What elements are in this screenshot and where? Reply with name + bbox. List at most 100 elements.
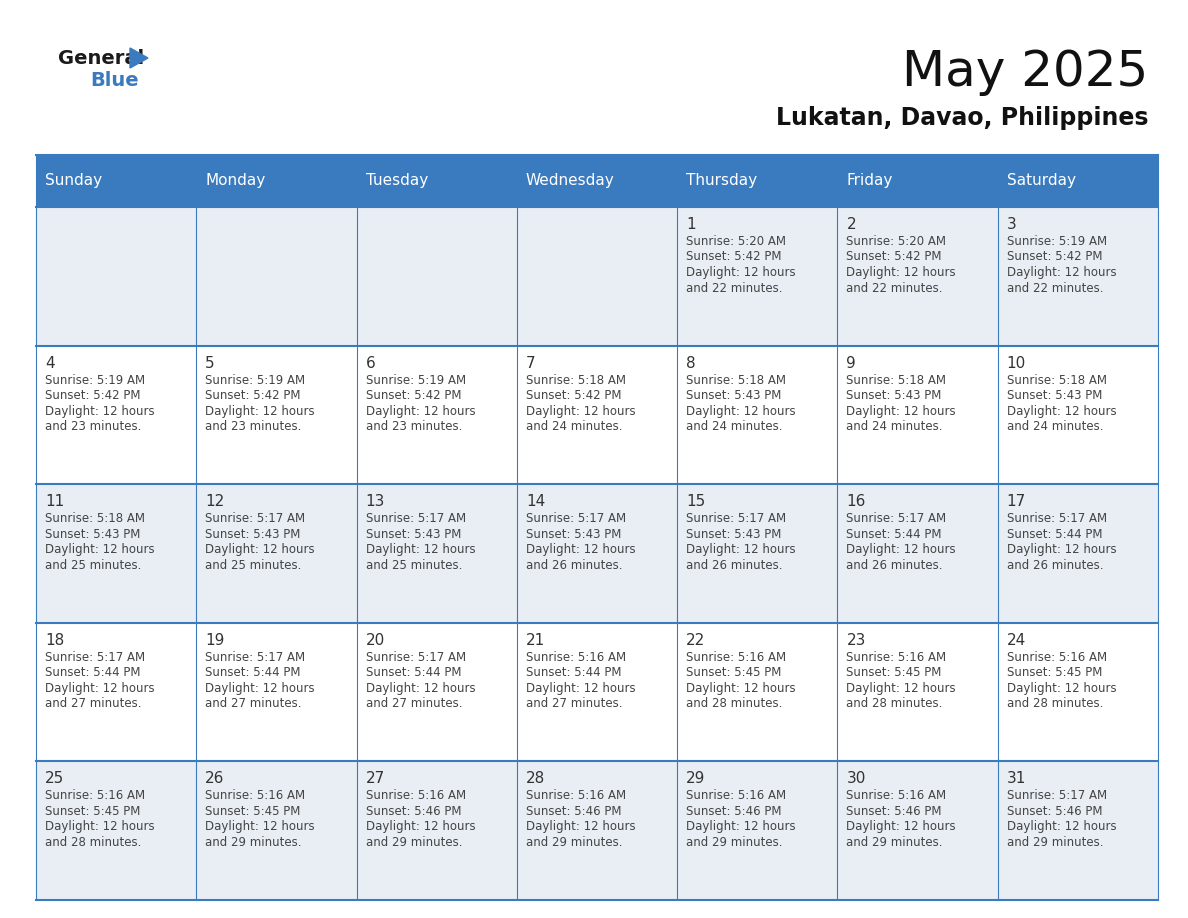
Text: Sunrise: 5:17 AM: Sunrise: 5:17 AM [45, 651, 145, 664]
Text: Daylight: 12 hours: Daylight: 12 hours [846, 266, 956, 279]
Text: Sunset: 5:43 PM: Sunset: 5:43 PM [846, 389, 942, 402]
Text: Sunrise: 5:17 AM: Sunrise: 5:17 AM [1006, 789, 1107, 802]
Text: Daylight: 12 hours: Daylight: 12 hours [526, 405, 636, 418]
Text: Sunset: 5:46 PM: Sunset: 5:46 PM [366, 805, 461, 818]
Text: Sunset: 5:43 PM: Sunset: 5:43 PM [526, 528, 621, 541]
Text: 28: 28 [526, 771, 545, 787]
Text: Daylight: 12 hours: Daylight: 12 hours [687, 266, 796, 279]
Text: Monday: Monday [206, 174, 266, 188]
Bar [677, 484, 838, 622]
Text: 26: 26 [206, 771, 225, 787]
Text: 31: 31 [1006, 771, 1026, 787]
Bar [677, 622, 838, 761]
Text: Blue: Blue [90, 71, 139, 89]
Text: Daylight: 12 hours: Daylight: 12 hours [687, 543, 796, 556]
Text: Daylight: 12 hours: Daylight: 12 hours [366, 405, 475, 418]
Text: Daylight: 12 hours: Daylight: 12 hours [1006, 266, 1117, 279]
Text: and 23 minutes.: and 23 minutes. [206, 420, 302, 433]
Bar [677, 155, 838, 207]
Text: General: General [58, 49, 144, 68]
Text: Sunset: 5:45 PM: Sunset: 5:45 PM [687, 666, 782, 679]
Text: Sunset: 5:45 PM: Sunset: 5:45 PM [1006, 666, 1102, 679]
Text: and 25 minutes.: and 25 minutes. [45, 559, 141, 572]
Bar [677, 345, 838, 484]
Text: Sunset: 5:42 PM: Sunset: 5:42 PM [687, 251, 782, 263]
Text: 23: 23 [846, 633, 866, 648]
Bar [36, 622, 196, 761]
Text: and 28 minutes.: and 28 minutes. [687, 698, 783, 711]
Text: Sunset: 5:44 PM: Sunset: 5:44 PM [366, 666, 461, 679]
Text: Sunset: 5:43 PM: Sunset: 5:43 PM [687, 389, 782, 402]
Text: Sunday: Sunday [45, 174, 102, 188]
Text: Sunrise: 5:16 AM: Sunrise: 5:16 AM [526, 789, 626, 802]
Bar [998, 622, 1158, 761]
Text: Sunset: 5:46 PM: Sunset: 5:46 PM [687, 805, 782, 818]
Text: and 24 minutes.: and 24 minutes. [846, 420, 943, 433]
Text: Sunrise: 5:17 AM: Sunrise: 5:17 AM [366, 651, 466, 664]
Text: Daylight: 12 hours: Daylight: 12 hours [45, 821, 154, 834]
Bar [36, 345, 196, 484]
Bar [356, 622, 517, 761]
Text: Daylight: 12 hours: Daylight: 12 hours [206, 405, 315, 418]
Bar [838, 484, 998, 622]
Bar [838, 207, 998, 345]
Text: Sunset: 5:42 PM: Sunset: 5:42 PM [526, 389, 621, 402]
Text: Sunset: 5:43 PM: Sunset: 5:43 PM [687, 528, 782, 541]
Text: and 27 minutes.: and 27 minutes. [206, 698, 302, 711]
Text: 24: 24 [1006, 633, 1026, 648]
Text: and 27 minutes.: and 27 minutes. [366, 698, 462, 711]
Text: Thursday: Thursday [687, 174, 757, 188]
Text: and 26 minutes.: and 26 minutes. [846, 559, 943, 572]
Text: Daylight: 12 hours: Daylight: 12 hours [1006, 821, 1117, 834]
Text: Daylight: 12 hours: Daylight: 12 hours [846, 682, 956, 695]
Text: 30: 30 [846, 771, 866, 787]
Text: Daylight: 12 hours: Daylight: 12 hours [366, 682, 475, 695]
Text: and 28 minutes.: and 28 minutes. [1006, 698, 1104, 711]
Text: and 27 minutes.: and 27 minutes. [45, 698, 141, 711]
Text: Sunrise: 5:19 AM: Sunrise: 5:19 AM [45, 374, 145, 386]
Text: Sunrise: 5:16 AM: Sunrise: 5:16 AM [206, 789, 305, 802]
Text: 18: 18 [45, 633, 64, 648]
Text: Sunset: 5:42 PM: Sunset: 5:42 PM [846, 251, 942, 263]
Text: and 25 minutes.: and 25 minutes. [206, 559, 302, 572]
Text: Sunrise: 5:16 AM: Sunrise: 5:16 AM [1006, 651, 1107, 664]
Text: Sunrise: 5:16 AM: Sunrise: 5:16 AM [687, 651, 786, 664]
Text: Sunset: 5:43 PM: Sunset: 5:43 PM [45, 528, 140, 541]
Text: Sunset: 5:42 PM: Sunset: 5:42 PM [206, 389, 301, 402]
Text: Sunset: 5:44 PM: Sunset: 5:44 PM [206, 666, 301, 679]
Text: Daylight: 12 hours: Daylight: 12 hours [526, 543, 636, 556]
Text: Sunset: 5:43 PM: Sunset: 5:43 PM [1006, 389, 1102, 402]
Text: Daylight: 12 hours: Daylight: 12 hours [45, 543, 154, 556]
Text: Daylight: 12 hours: Daylight: 12 hours [687, 405, 796, 418]
Bar [517, 155, 677, 207]
Text: Lukatan, Davao, Philippines: Lukatan, Davao, Philippines [776, 106, 1148, 130]
Text: and 29 minutes.: and 29 minutes. [526, 836, 623, 849]
Text: Daylight: 12 hours: Daylight: 12 hours [846, 405, 956, 418]
Text: 9: 9 [846, 355, 857, 371]
Text: Sunrise: 5:18 AM: Sunrise: 5:18 AM [846, 374, 947, 386]
Text: 16: 16 [846, 494, 866, 509]
Bar [998, 207, 1158, 345]
Bar [356, 484, 517, 622]
Text: and 29 minutes.: and 29 minutes. [687, 836, 783, 849]
Text: 2: 2 [846, 217, 857, 232]
Text: 27: 27 [366, 771, 385, 787]
Text: and 24 minutes.: and 24 minutes. [526, 420, 623, 433]
Text: Sunrise: 5:16 AM: Sunrise: 5:16 AM [846, 789, 947, 802]
Text: Sunrise: 5:20 AM: Sunrise: 5:20 AM [846, 235, 947, 248]
Text: 6: 6 [366, 355, 375, 371]
Bar [36, 207, 196, 345]
Text: 5: 5 [206, 355, 215, 371]
Bar [838, 345, 998, 484]
Text: and 24 minutes.: and 24 minutes. [1006, 420, 1104, 433]
Text: 13: 13 [366, 494, 385, 509]
Text: and 29 minutes.: and 29 minutes. [846, 836, 943, 849]
Text: Sunrise: 5:20 AM: Sunrise: 5:20 AM [687, 235, 786, 248]
Text: Sunset: 5:42 PM: Sunset: 5:42 PM [1006, 251, 1102, 263]
Text: Daylight: 12 hours: Daylight: 12 hours [206, 682, 315, 695]
Text: Daylight: 12 hours: Daylight: 12 hours [687, 821, 796, 834]
Bar [356, 345, 517, 484]
Text: Sunset: 5:46 PM: Sunset: 5:46 PM [526, 805, 621, 818]
Bar [517, 761, 677, 900]
Text: and 28 minutes.: and 28 minutes. [45, 836, 141, 849]
